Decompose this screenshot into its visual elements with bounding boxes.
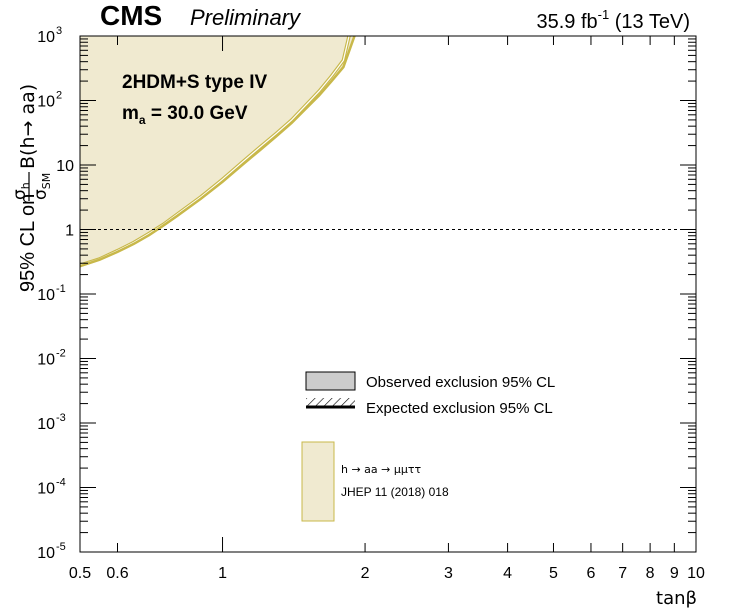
lumi-value: 35.9 fb xyxy=(536,11,597,33)
cms-label: CMS xyxy=(100,0,162,31)
excluded-region xyxy=(80,36,355,267)
x-tick-label: 6 xyxy=(587,565,596,582)
mass-symbol: m xyxy=(122,103,139,124)
y-axis-title-num-sigma: σ xyxy=(10,189,30,200)
x-axis-ticks: 0.5 0.6 1 2 3 4 5 6 7 8 9 10 xyxy=(69,36,705,582)
y-tick-label: 10 xyxy=(37,287,55,304)
x-tick-label: 4 xyxy=(503,565,512,582)
y-tick-exponent: 3 xyxy=(56,25,62,37)
x-tick-label: 3 xyxy=(444,565,453,582)
legend-observed-swatch xyxy=(305,371,356,391)
y-tick-exponent: -3 xyxy=(56,412,66,424)
y-axis-title-prefix: 95% CL on xyxy=(17,194,39,292)
y-tick-label: 10 xyxy=(37,416,55,433)
y-tick-label: 10 xyxy=(56,158,74,175)
legend-analysis-swatch xyxy=(301,441,335,522)
y-axis-title-den-sub: SM xyxy=(40,173,53,189)
x-tick-label: 5 xyxy=(549,565,558,582)
y-tick-label: 10 xyxy=(37,29,55,46)
plot-area xyxy=(80,36,356,268)
y-axis-title-suffix: B(h→ aa) xyxy=(17,84,39,169)
x-tick-label: 2 xyxy=(361,565,370,582)
mass-value: = 30.0 GeV xyxy=(146,103,248,124)
x-tick-label: 10 xyxy=(687,565,705,582)
x-axis-title: tanβ xyxy=(656,588,697,609)
x-tick-label: 8 xyxy=(646,565,655,582)
mass-subscript: a xyxy=(139,113,146,127)
y-axis-title-num-sub: h xyxy=(19,182,32,189)
legend-expected-hatch xyxy=(306,398,355,407)
x-tick-label: 1 xyxy=(218,565,227,582)
observed-exclusion-line xyxy=(80,36,356,268)
preliminary-label: Preliminary xyxy=(190,5,302,30)
y-tick-exponent: -2 xyxy=(56,348,66,360)
y-tick-label: 10 xyxy=(37,94,55,111)
y-tick-exponent: -4 xyxy=(56,477,66,489)
y-tick-label: 10 xyxy=(37,545,55,562)
legend-expected-label: Expected exclusion 95% CL xyxy=(366,400,553,417)
x-tick-label: 7 xyxy=(618,565,627,582)
x-tick-label: 0.5 xyxy=(69,565,91,582)
y-axis-title-denominator: σSM xyxy=(31,173,53,200)
lumi-exponent: -1 xyxy=(598,7,610,22)
y-tick-exponent: -1 xyxy=(56,283,66,295)
y-axis-title-numerator: σh xyxy=(10,182,32,200)
legend-analysis-reference: JHEP 11 (2018) 018 xyxy=(341,485,449,499)
y-tick-exponent: 2 xyxy=(56,90,62,102)
model-label: 2HDM+S type IV xyxy=(122,72,268,93)
x-tick-label: 9 xyxy=(670,565,679,582)
legend-analysis-channel: h → aa → μμττ xyxy=(341,463,421,476)
legend-observed-label: Observed exclusion 95% CL xyxy=(366,374,555,391)
y-axis-title: 95% CL on σh σSM B(h→ aa) xyxy=(10,84,53,292)
lumi-energy: (13 TeV) xyxy=(609,11,690,33)
y-axis-title-den-sigma: σ xyxy=(31,189,51,200)
lumi-label: 35.9 fb-1 (13 TeV) xyxy=(536,7,690,33)
x-tick-label: 0.6 xyxy=(106,565,128,582)
mass-label: ma = 30.0 GeV xyxy=(122,103,248,127)
y-tick-exponent: -5 xyxy=(56,541,66,553)
y-tick-label: 1 xyxy=(65,223,74,240)
y-tick-label: 10 xyxy=(37,481,55,498)
y-tick-label: 10 xyxy=(37,352,55,369)
